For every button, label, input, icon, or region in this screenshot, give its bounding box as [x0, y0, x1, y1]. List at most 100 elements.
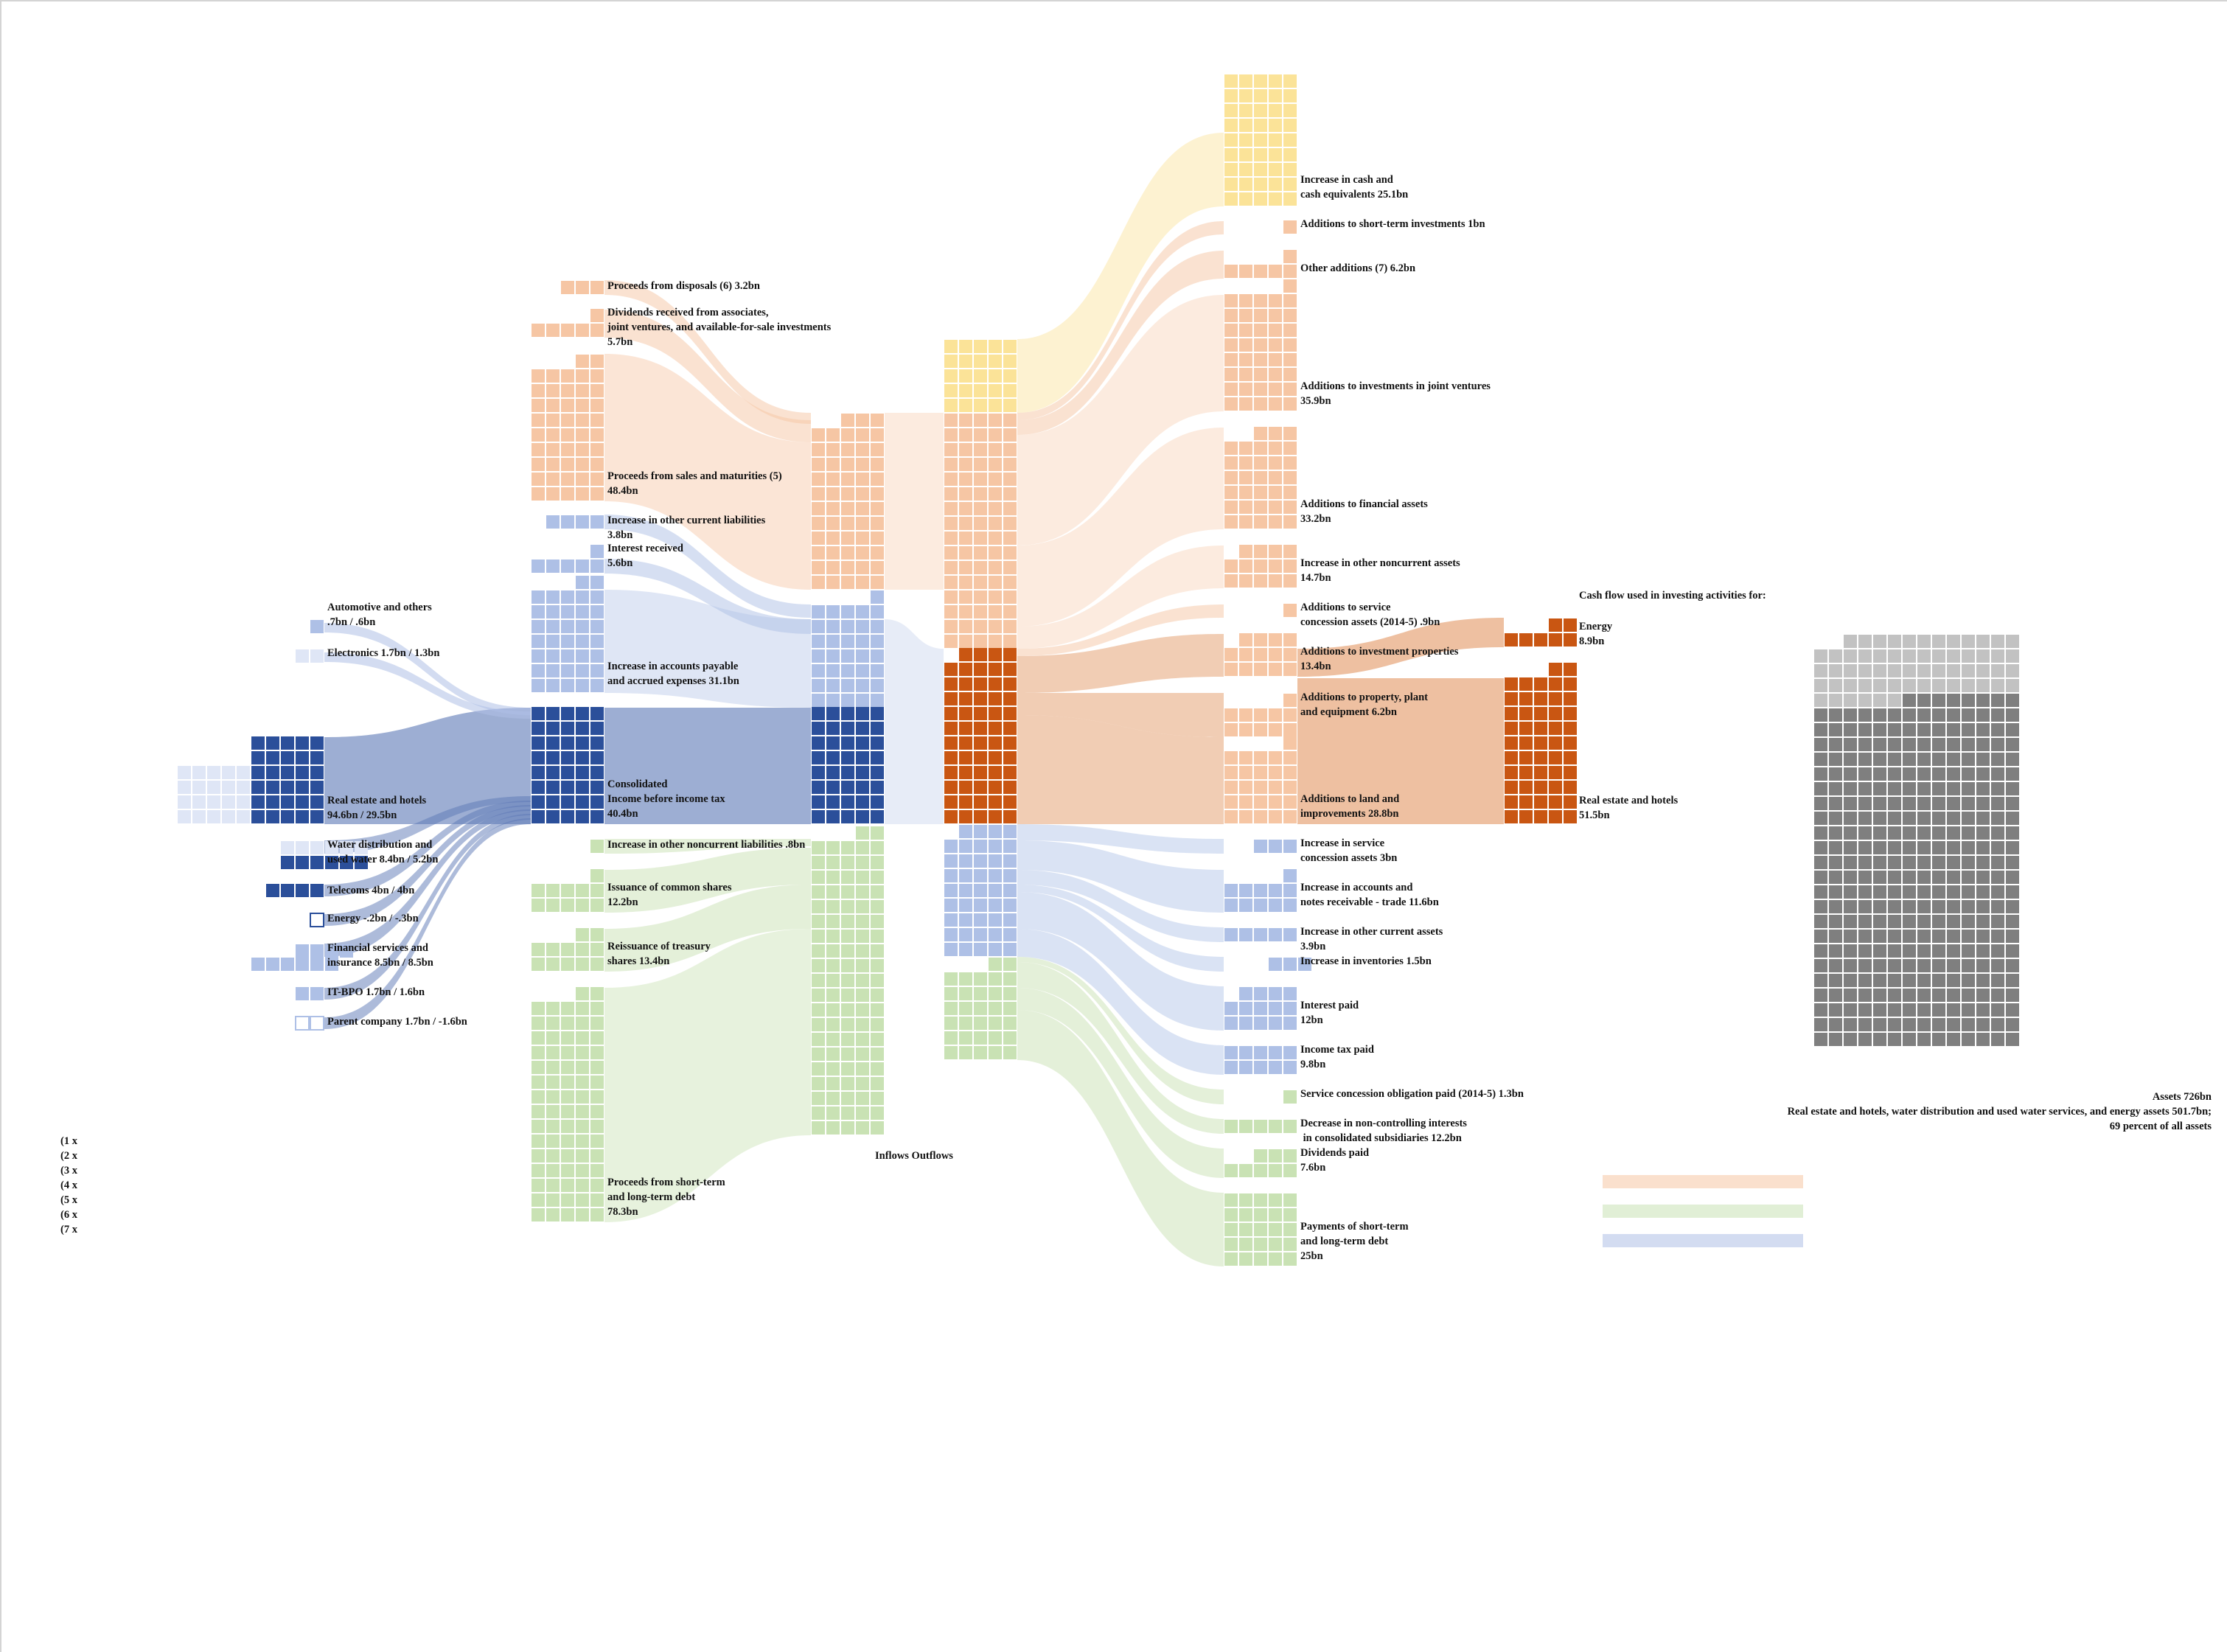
- out-orange-block-cell: [959, 487, 972, 501]
- inflow-sales-block-cell: [576, 487, 589, 501]
- mid-green-block-cell: [871, 1018, 884, 1031]
- flow-to-energy: [1297, 618, 1504, 677]
- out-blue-block-cell: [959, 928, 972, 941]
- assets-cell: [1814, 1018, 1827, 1031]
- flow-tax: [1017, 929, 1224, 1075]
- investing-energy-label-line: Energy: [1579, 621, 1613, 632]
- inflow-debt-block-cell: [546, 1090, 560, 1104]
- inflow-payables-block: [532, 576, 604, 692]
- inflow-label-4: Increase in other current liabilities 3.8…: [607, 515, 766, 541]
- segment-block-2-cell: [310, 649, 324, 663]
- out-dark-block-cell: [959, 707, 972, 720]
- water-pale-row-cell: [310, 841, 324, 854]
- mid-income-block-cell: [812, 751, 825, 764]
- mid-orange-block-cell: [856, 414, 869, 427]
- assets-cell: [1991, 974, 2004, 987]
- out-orange-block-cell: [989, 561, 1002, 574]
- outflow-block-14-cell: [1269, 958, 1282, 971]
- out-orange-block-cell: [989, 487, 1002, 501]
- real-estate-block-cell: [251, 810, 265, 823]
- outflow-label-7-line: concession assets (2014-5) .9bn: [1300, 616, 1440, 628]
- assets-cell: [1976, 1003, 1990, 1017]
- inflow-income-block-cell: [576, 795, 589, 809]
- assets-cell: [1888, 871, 1901, 884]
- mid-orange-block-cell: [871, 502, 884, 515]
- assets-cell: [1858, 930, 1872, 943]
- inflow-label-7: Consolidated Income before income tax 40.4…: [607, 778, 725, 820]
- outflow-block-1-cell: [1254, 178, 1267, 191]
- out-orange-block-cell: [944, 546, 958, 560]
- inflow-debt-block-cell: [561, 1090, 574, 1104]
- inflow-debt-block-cell: [576, 1164, 589, 1177]
- inflow-payables-block-cell: [561, 620, 574, 633]
- assets-cell: [1858, 1033, 1872, 1046]
- assets-cell: [2006, 812, 2019, 825]
- mid-blue-block-cell: [856, 679, 869, 692]
- assets-cell: [1917, 974, 1931, 987]
- inflow-shares-block-cell: [590, 899, 604, 912]
- investing-realestate-block-cell: [1519, 781, 1533, 794]
- segment-income-block-cell: [222, 781, 235, 794]
- outflow-block-2-cell: [1283, 220, 1297, 234]
- out-blue-block-cell: [944, 943, 958, 956]
- inflow-payables-block-cell: [590, 576, 604, 589]
- inflow-payables-block-cell: [576, 664, 589, 677]
- inflow-shares-block-cell: [590, 869, 604, 882]
- real-estate-block-cell: [251, 766, 265, 779]
- mid-green-block-cell: [856, 1018, 869, 1031]
- out-blue-block-cell: [959, 825, 972, 838]
- investing-energy-block-cell: [1549, 618, 1562, 632]
- mid-income-block-cell: [841, 736, 854, 750]
- out-dark-block-cell: [959, 781, 972, 794]
- inflow-income-block-cell: [532, 736, 545, 750]
- inflow-debt-block-cell: [576, 1002, 589, 1015]
- investing-realestate-block-cell: [1534, 810, 1547, 823]
- mid-income-block-cell: [871, 810, 884, 823]
- segment-block-3-cell: [296, 856, 309, 869]
- assets-cell: [2006, 708, 2019, 722]
- flow-other-add: [1017, 251, 1224, 435]
- out-blue-block-cell: [974, 869, 987, 882]
- outflow-block-15-cell: [1239, 1017, 1252, 1030]
- inflow-interest-block-cell: [590, 560, 604, 573]
- outflow-block-10-cell: [1283, 766, 1297, 779]
- assets-cell: [1903, 1003, 1916, 1017]
- inflow-income-block-cell: [561, 751, 574, 764]
- inflow-income-block-cell: [546, 795, 560, 809]
- real-estate-block-cell: [266, 781, 279, 794]
- out-orange-block-cell: [974, 620, 987, 633]
- out-green-block-cell: [1003, 958, 1017, 971]
- assets-cell: [1962, 782, 1975, 795]
- out-blue-block-cell: [989, 928, 1002, 941]
- inflow-income-block-cell: [532, 751, 545, 764]
- assets-cell: [1962, 738, 1975, 751]
- inflow-income-block-cell: [561, 707, 574, 720]
- inflow-interest-block-cell: [532, 560, 545, 573]
- investing-realestate-label-line: 51.5bn: [1579, 809, 1610, 821]
- outflow-block-17-cell: [1283, 1090, 1297, 1104]
- mid-income-block-cell: [871, 736, 884, 750]
- out-dark-block-cell: [944, 751, 958, 764]
- inflow-payables-block-cell: [561, 605, 574, 618]
- outflow-block-1-cell: [1224, 178, 1238, 191]
- out-green-block-cell: [989, 1002, 1002, 1015]
- inflow-debt-block-cell: [590, 1076, 604, 1089]
- mid-orange-block-cell: [871, 517, 884, 530]
- outflow-block-1-cell: [1254, 104, 1267, 117]
- inflow-label-6-line: Increase in accounts payable: [607, 661, 739, 672]
- segment-income-block-cell: [237, 810, 250, 823]
- mid-income-block-cell: [856, 751, 869, 764]
- mid-orange-block-cell: [871, 561, 884, 574]
- mid-orange-block-cell: [871, 428, 884, 442]
- assets-cell: [1829, 900, 1842, 913]
- assets-cell: [1873, 723, 1886, 736]
- outflow-block-13-cell: [1239, 928, 1252, 941]
- segment-income-block-cell: [178, 795, 191, 809]
- out-blue-block-cell: [1003, 854, 1017, 868]
- assets-cell: [1932, 856, 1945, 869]
- assets-cell: [2006, 679, 2019, 692]
- inflow-debt-block-cell: [590, 1164, 604, 1177]
- mid-orange-block-cell: [841, 414, 854, 427]
- outflow-block-16-cell: [1269, 1061, 1282, 1074]
- segment-block-8: [295, 1016, 324, 1031]
